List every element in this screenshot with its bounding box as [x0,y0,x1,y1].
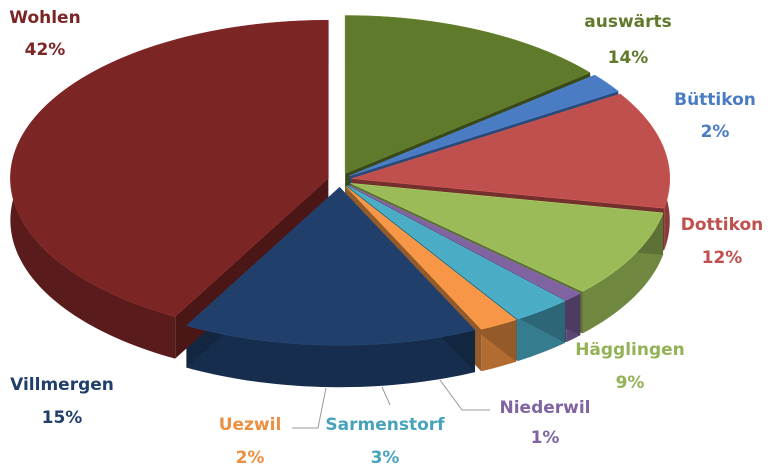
slice-label: Sarmenstorf [325,415,445,435]
leader-line [439,379,490,411]
pie-tops [10,15,671,346]
slice-value-label: 12% [702,248,743,268]
slice-label: Büttikon [674,90,756,110]
slice-value-label: 14% [608,48,649,68]
slice-label: Villmergen [10,375,114,395]
slice-value-label: 2% [236,448,265,467]
slice-side [582,212,664,334]
slice-label: Uezwil [219,415,282,435]
leader-lines [292,379,490,429]
slice [345,186,517,330]
slice-value-label: 2% [701,122,730,142]
slice [351,93,671,209]
slice-value-label: 42% [25,40,66,60]
slice [347,185,566,320]
slice-value-label: 3% [371,448,400,467]
slice-value-label: 15% [42,408,83,428]
slice [349,74,619,177]
slice-label: Wohlen [9,8,80,28]
leader-line [292,387,327,429]
slice-value-label: 9% [616,373,645,393]
slice-value-label: 1% [531,428,560,448]
slice [344,15,591,174]
slice-side [186,325,476,388]
slice [10,19,329,317]
slice-label: Hägglingen [575,340,685,360]
slice-label: Niederwil [499,398,590,418]
slice [350,183,664,292]
slice [348,184,581,301]
leader-line [381,386,391,406]
slice [185,186,476,346]
slice-label: Dottikon [681,215,764,235]
labels: auswärts 14% Büttikon 2% Dottikon 12% Häggling… [9,8,764,468]
slice-label: auswärts [584,12,672,32]
